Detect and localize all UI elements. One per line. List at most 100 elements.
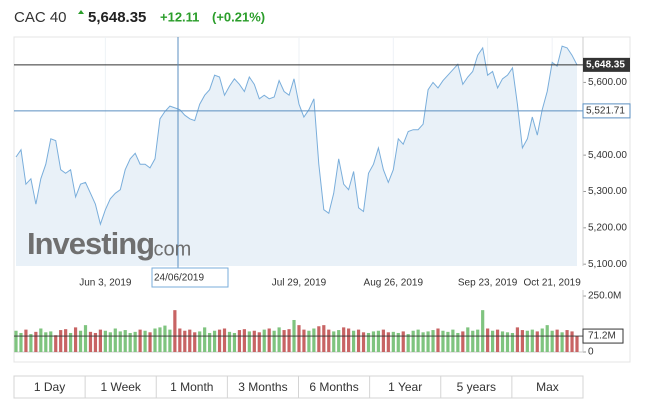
volume-bar [257, 332, 261, 352]
crosshair-price-label: 5,521.71 [586, 106, 625, 117]
volume-bar [34, 331, 38, 352]
last-price-box [583, 57, 630, 72]
volume-bar [193, 332, 197, 352]
crosshair-price-box [582, 103, 631, 119]
volume-bar [222, 328, 227, 352]
volume-bar [386, 332, 390, 352]
volume-bar [212, 330, 217, 352]
volume-bar [14, 330, 18, 352]
volume-current-box [582, 328, 624, 344]
x-tick-label: Jul 29, 2019 [272, 278, 327, 289]
x-tick-label: Sep 23, 2019 [458, 278, 518, 289]
volume-bar [466, 327, 470, 352]
volume-bar [451, 329, 455, 352]
volume-bar [237, 330, 242, 352]
volume-bar [54, 335, 58, 352]
volume-bar [208, 332, 212, 352]
volume-bar [138, 329, 142, 352]
volume-bar [406, 334, 410, 352]
volume-bar [337, 330, 341, 352]
volume-bar [317, 326, 321, 352]
watermark: .com [148, 238, 191, 260]
volume-bar [93, 332, 98, 352]
volume-bar [505, 332, 510, 352]
range-button[interactable]: 6 Months [309, 380, 358, 394]
volume-bar [272, 330, 276, 352]
volume-bar [495, 329, 500, 352]
change: +12.11 [160, 9, 199, 24]
volume-bar [49, 331, 53, 352]
range-button[interactable]: 5 years [457, 380, 496, 394]
volume-bar [421, 332, 425, 352]
volume-bar [108, 332, 112, 352]
volume-bar [44, 332, 48, 352]
volume-bar [128, 332, 132, 352]
volume-bar [565, 330, 569, 352]
index-name: CAC 40 [14, 9, 67, 26]
volume-bar [481, 310, 485, 352]
range-button[interactable]: 1 Day [34, 380, 65, 394]
y-tick-label: 5,600.00 [588, 77, 627, 88]
price-area [16, 46, 577, 266]
price: 5,648.35 [88, 9, 146, 26]
y-tick-label: 5,400.00 [588, 150, 627, 161]
volume-bar [168, 329, 172, 352]
volume-bar [416, 329, 420, 352]
volume-bar [436, 328, 440, 352]
chart-frame [13, 36, 631, 363]
volume-bar [133, 331, 137, 352]
last-price-label: 5,648.35 [586, 60, 625, 71]
volume-bar [307, 330, 311, 352]
volume-current-label: 71.2M [588, 331, 616, 342]
price-line [15, 45, 578, 226]
volume-bar [411, 330, 415, 352]
volume-bar [351, 330, 356, 352]
y-tick-label: 5,100.00 [588, 259, 627, 270]
volume-bar [252, 330, 256, 352]
y-tick-label: 5,300.00 [588, 186, 627, 197]
volume-bar [441, 330, 445, 352]
crosshair-date-label: 24/06/2019 [154, 273, 204, 284]
volume-bar [476, 329, 480, 352]
volume-bar [471, 330, 475, 352]
x-tick-label: Aug 26, 2019 [364, 278, 424, 289]
range-button[interactable]: 1 Month [170, 380, 213, 394]
volume-bar [83, 325, 88, 352]
range-button[interactable]: 1 Week [100, 380, 141, 394]
x-tick-label: Jun 3, 2019 [79, 278, 132, 289]
volume-bar [203, 327, 207, 352]
volume-bar [178, 328, 182, 352]
volume-bar [555, 329, 559, 352]
volume-bar [227, 331, 232, 352]
change-pct: (+0.21%) [212, 9, 265, 24]
volume-bar [486, 328, 490, 352]
volume-bar [153, 328, 157, 352]
volume-bar [88, 331, 93, 352]
volume-bar [118, 331, 122, 352]
volume-bar [560, 332, 564, 352]
volume-bar [198, 331, 202, 352]
volume-bar [347, 328, 351, 352]
volume-bar [356, 329, 361, 352]
range-button[interactable]: 1 Year [388, 380, 422, 394]
range-button[interactable]: Max [536, 380, 559, 394]
volume-bar [183, 330, 187, 352]
volume-bar [73, 327, 78, 352]
volume-bar [143, 330, 147, 352]
volume-bar [535, 331, 539, 352]
volume-bar [163, 325, 167, 352]
volume-bar [327, 329, 331, 352]
volume-bar [277, 327, 281, 352]
volume-bar [550, 330, 554, 352]
range-button[interactable]: 3 Months [238, 380, 287, 394]
volume-bar [59, 330, 63, 352]
volume-bar [391, 331, 395, 352]
volume-bar [78, 330, 83, 352]
volume-bar [217, 329, 222, 352]
volume-bar [540, 328, 544, 352]
volume-bar [376, 330, 381, 352]
volume-bar [530, 329, 534, 352]
volume-bar [282, 330, 286, 352]
volume-bar [232, 332, 237, 352]
